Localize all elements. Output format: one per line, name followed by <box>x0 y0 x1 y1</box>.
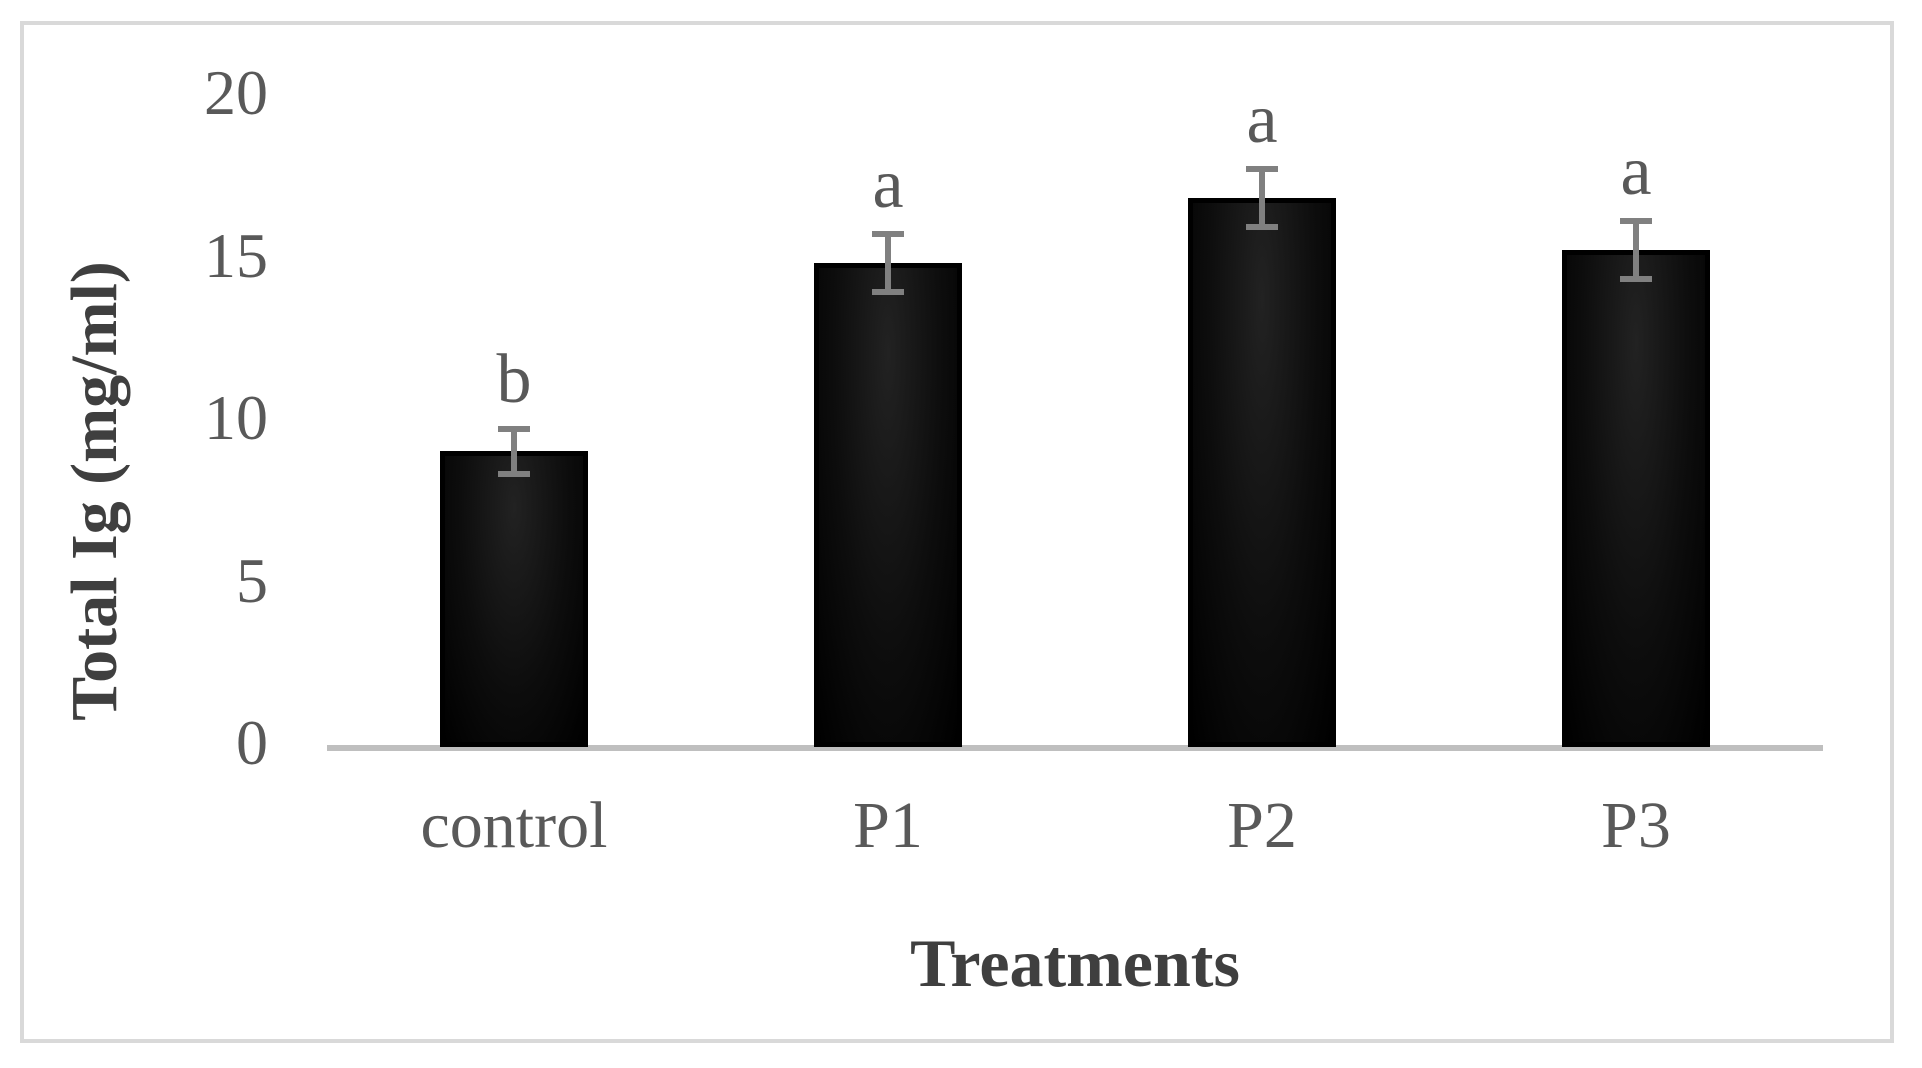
error-bar-line-P3 <box>1633 220 1639 279</box>
x-tick-label-P1: P1 <box>853 789 923 862</box>
x-axis-line <box>327 745 1823 751</box>
sig-letter-P2: a <box>1246 80 1278 158</box>
y-tick-label-0: 0 <box>236 707 268 778</box>
error-bar-top-cap-P3 <box>1620 217 1652 224</box>
error-bar-line-P2 <box>1259 168 1265 227</box>
y-axis-title: Total Ig (mg/ml) <box>58 261 131 721</box>
error-bar-bottom-cap-P2 <box>1246 224 1278 230</box>
x-tick-label-P2: P2 <box>1227 789 1297 862</box>
error-bar-top-cap-P2 <box>1246 165 1278 172</box>
error-bar-bottom-cap-P1 <box>872 289 904 295</box>
error-bar-bottom-cap-control <box>498 471 530 477</box>
bar-control <box>440 451 588 747</box>
error-bar-bottom-cap-P3 <box>1620 276 1652 282</box>
x-axis-title: Treatments <box>910 925 1240 1001</box>
bar-P3 <box>1562 249 1710 747</box>
error-bar-line-P1 <box>885 233 891 292</box>
error-bar-top-cap-control <box>498 425 530 432</box>
sig-letter-P1: a <box>872 145 904 223</box>
error-bar-line-control <box>511 428 517 474</box>
bar-P2 <box>1188 197 1336 747</box>
y-tick-label-15: 15 <box>204 219 268 291</box>
sig-letter-P3: a <box>1620 132 1652 210</box>
x-tick-label-P3: P3 <box>1601 789 1671 862</box>
bar-P1 <box>814 262 962 747</box>
y-tick-label-20: 20 <box>204 57 268 128</box>
sig-letter-control: b <box>496 340 532 418</box>
y-tick-label-10: 10 <box>204 382 268 453</box>
error-bar-top-cap-P1 <box>872 230 904 237</box>
x-tick-label-control: control <box>420 789 608 862</box>
y-tick-label-5: 5 <box>236 544 268 616</box>
